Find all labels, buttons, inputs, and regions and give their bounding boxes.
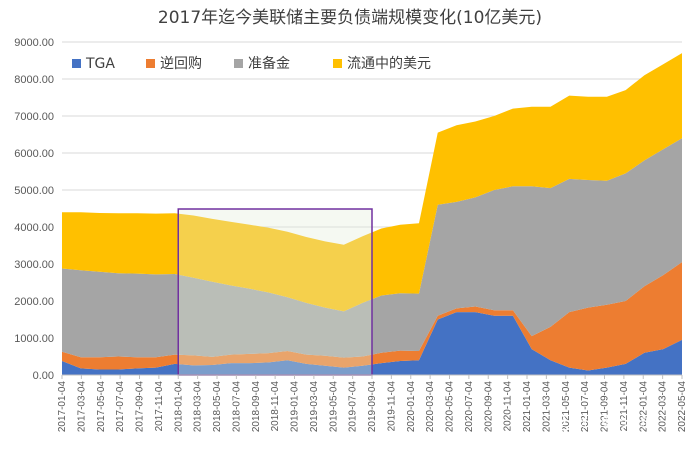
x-tick-label: 2022-03-04 xyxy=(658,381,669,433)
x-tick-label: 2019-05-04 xyxy=(328,381,339,433)
x-tick-label: 2020-05-04 xyxy=(445,381,456,433)
wechat-icon xyxy=(550,413,572,431)
x-tick-label: 2018-03-04 xyxy=(193,381,204,433)
watermark-text: 财主家的余粮 xyxy=(575,415,653,431)
legend-label: 准备金 xyxy=(248,55,290,72)
x-tick-label: 2017-07-04 xyxy=(115,381,126,433)
legend-label: 流通中的美元 xyxy=(347,56,431,72)
y-tick-label: 8000.00 xyxy=(14,74,54,86)
x-tick-label: 2017-09-04 xyxy=(135,381,146,433)
area-series-4 xyxy=(62,53,682,312)
x-tick-label: 2018-05-04 xyxy=(212,381,223,433)
x-tick-label: 2020-07-04 xyxy=(464,381,475,433)
x-tick-label: 2018-07-04 xyxy=(231,381,242,433)
x-tick-label: 2019-01-04 xyxy=(290,381,301,433)
legend-label: TGA xyxy=(85,56,115,72)
legend-label: 逆回购 xyxy=(160,56,202,72)
x-tick-label: 2018-01-04 xyxy=(173,381,184,433)
x-tick-label: 2021-09-04 xyxy=(600,381,611,433)
legend-swatch xyxy=(146,59,155,68)
y-tick-label: 4000.00 xyxy=(14,222,54,234)
axes: 0.00 1000.00 2000.00 3000.00 4000.00 5000.00 6… xyxy=(14,37,688,432)
x-tick-label: 2017-11-04 xyxy=(154,381,165,432)
x-tick-label: 2021-11-04 xyxy=(619,381,630,432)
area-series-2 xyxy=(62,262,682,371)
x-tick-label: 2018-11-04 xyxy=(270,381,281,432)
x-tick-label: 2021-03-04 xyxy=(541,381,552,433)
y-tick-label: 9000.00 xyxy=(14,37,54,49)
x-tick-label: 2019-11-04 xyxy=(386,381,397,432)
x-tick-label: 2021-01-04 xyxy=(522,381,533,433)
y-tick-label: 2000.00 xyxy=(14,296,54,308)
x-tick-label: 2020-03-04 xyxy=(425,381,436,433)
x-tick-label: 2022-05-04 xyxy=(677,381,688,433)
x-tick-label: 2019-07-04 xyxy=(348,381,359,433)
legend: TGA 逆回购 准备金 流通中的美元 xyxy=(72,55,431,72)
y-tick-label: 5000.00 xyxy=(14,185,54,197)
x-tick-label: 2020-09-04 xyxy=(483,381,494,433)
stacked-areas xyxy=(62,53,682,375)
highlight-box xyxy=(177,208,373,376)
y-tick-label: 6000.00 xyxy=(14,148,54,160)
wechat-icon-bubble xyxy=(558,419,572,431)
watermark: 财主家的余粮 xyxy=(550,413,653,431)
x-tick-label: 2022-01-04 xyxy=(638,381,649,433)
x-tick-label: 2019-03-04 xyxy=(309,381,320,433)
legend-swatch xyxy=(333,59,342,68)
x-tick-label: 2019-09-04 xyxy=(367,381,378,433)
x-tick-label: 2018-09-04 xyxy=(251,381,262,433)
y-tick-label: 0.00 xyxy=(33,370,54,382)
chart-title: 2017年迄今美联储主要负债端规模变化(10亿美元) xyxy=(158,8,542,28)
x-tick-label: 2021-05-04 xyxy=(561,381,572,433)
area-series-1 xyxy=(62,312,682,375)
legend-swatch xyxy=(234,59,243,68)
x-tick-label: 2017-03-04 xyxy=(76,381,87,433)
x-tick-label: 2017-01-04 xyxy=(57,381,68,433)
highlight-rect xyxy=(177,208,373,376)
area-series-3 xyxy=(62,138,682,358)
y-tick-label: 7000.00 xyxy=(14,111,54,123)
legend-swatch xyxy=(72,59,81,68)
y-tick-label: 3000.00 xyxy=(14,259,54,271)
x-tick-label: 2020-11-04 xyxy=(503,381,514,432)
x-tick-label: 2020-01-04 xyxy=(406,381,417,433)
y-tick-label: 1000.00 xyxy=(14,333,54,345)
x-tick-label: 2021-07-04 xyxy=(580,381,591,433)
x-tick-label: 2017-05-04 xyxy=(96,381,107,433)
